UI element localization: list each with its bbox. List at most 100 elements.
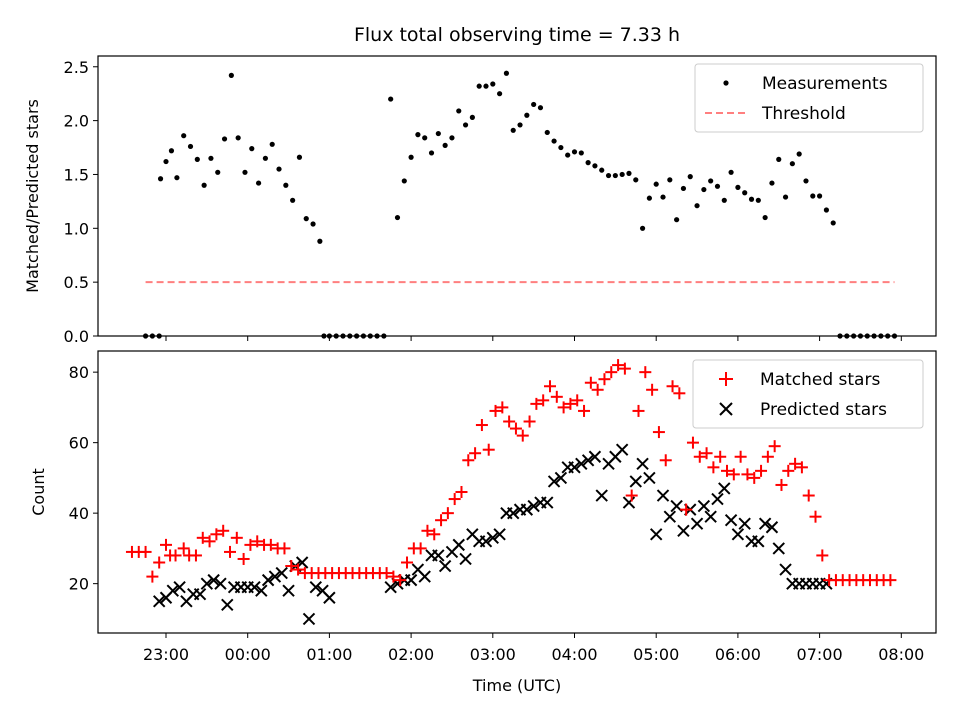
matched-stars-point [659,454,672,467]
measurement-point [687,174,693,180]
measurement-point [830,220,836,226]
legend-measurements-label: Measurements [762,74,888,94]
predicted-stars-point [704,510,717,523]
predicted-stars-point [459,552,472,566]
x-tick-label: 06:00 [715,645,761,664]
measurement-point [578,150,584,156]
matched-stars-point [673,387,686,400]
matched-stars-point [244,538,257,551]
measurement-point [228,72,234,78]
y-tick-label: 20 [69,575,89,594]
legend-matched-label: Matched stars [760,370,880,390]
top-panel-frame [97,55,937,337]
predicted-stars-point [166,584,180,597]
predicted-stars-point [588,450,602,463]
predicted-stars-point [581,454,595,467]
predicted-stars-point [649,528,663,541]
x-tick-label: 03:00 [470,645,516,664]
x-tick-label: 05:00 [633,645,679,664]
predicted-stars-point [479,535,493,548]
measurement-point [803,178,809,184]
legend-measurements-marker [723,80,729,86]
measurement-point [163,158,169,165]
matched-stars-point [475,419,488,432]
matched-stars-point [795,461,808,474]
matched-stars-point [809,510,822,523]
predicted-stars-point [520,503,534,516]
measurement-point [599,167,605,173]
measurement-point [592,163,598,169]
predicted-stars-point [554,471,568,485]
matched-stars-point [223,545,236,558]
measurement-point [612,172,618,179]
measurement-point [782,194,789,200]
predicted-stars-point [779,563,792,576]
measurement-point [605,172,612,179]
predicted-stars-point [432,549,445,562]
matched-stars-point [598,373,611,386]
predicted-stars-point [636,457,649,471]
measurement-point [483,83,489,89]
bottom-panel-x-ticks: 23:00 00:00 01:00 02:00 03:00 04:00 05:00 06:00… [143,633,924,664]
predicted-stars-point [255,584,268,597]
y-tick-label: 2.5 [64,58,89,77]
measurement-point [524,112,530,118]
measurement-point [317,238,323,244]
measurement-point [428,150,435,156]
measurement-point [435,130,441,137]
predicted-stars-point [173,580,186,594]
measurement-point [503,70,510,76]
predicted-stars-point [302,612,316,626]
predicted-stars-point [656,489,670,502]
measurement-point [235,135,241,141]
matched-stars-point [169,549,182,562]
matched-stars-point [680,503,693,516]
predicted-stars-point [261,573,275,587]
predicted-stars-point [752,535,765,548]
measurement-point [221,136,228,142]
measurement-point [310,221,316,227]
bottom-panel: 20 40 60 80 23:00 00:00 01:00 02:00 03:00 04:00 0… [29,350,937,695]
measurement-point [462,122,469,128]
measurement-point [626,170,632,176]
matched-stars-point [591,383,604,396]
measurement-point [762,214,768,221]
matched-stars-point [455,486,468,498]
matched-stars-point [516,429,529,442]
matched-stars-point [748,471,761,484]
predicted-stars-point [214,577,227,590]
measurement-point [242,169,248,175]
matched-stars-point [153,556,166,569]
matched-stars-point [394,574,407,587]
measurement-point [442,142,448,148]
predicted-stars-point [268,570,282,583]
measurement-point [449,135,455,141]
top-panel: 0.0 0.5 1.0 1.5 2.0 2.5 Matched/Predicted sta… [23,55,937,346]
predicted-stars-point [193,588,207,601]
measurement-point [249,146,255,152]
matched-stars-point [421,524,434,537]
measurement-point [290,197,296,203]
bottom-legend-box [692,359,924,429]
y-tick-label: 1.5 [64,165,89,184]
measurement-point [721,197,727,203]
measurement-point [817,193,823,199]
bottom-panel-ylabel: Count [29,468,48,516]
measurement-point [810,193,816,199]
measurement-point [558,144,564,151]
y-tick-label: 40 [69,504,89,523]
measurement-point [742,190,748,196]
measurement-point [728,169,734,175]
measurement-point [469,114,475,120]
matched-stars-point [782,464,795,477]
measurement-point [388,96,394,102]
measurement-point [517,122,523,128]
measurement-point [748,196,755,202]
matched-stars-point [251,535,264,548]
measurement-point [653,181,659,187]
measurement-point [769,180,775,186]
matched-stars-point [285,560,298,573]
matched-stars-point [189,549,202,562]
y-tick-label: 80 [69,363,89,382]
measurement-point [476,83,482,89]
